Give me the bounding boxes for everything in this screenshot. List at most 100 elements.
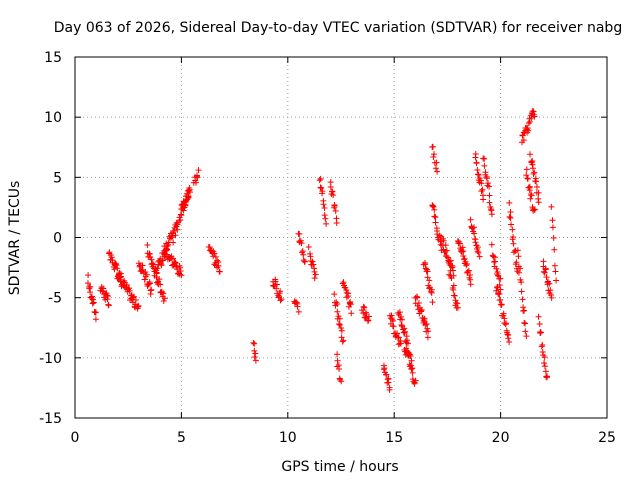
data-point xyxy=(211,250,218,257)
data-point xyxy=(252,357,259,364)
data-point xyxy=(409,369,416,376)
data-point xyxy=(338,378,345,385)
data-point xyxy=(535,313,542,320)
data-point xyxy=(449,263,456,270)
data-point xyxy=(174,226,181,233)
data-point xyxy=(311,268,318,275)
data-point xyxy=(426,277,433,284)
data-point xyxy=(334,357,341,364)
data-point xyxy=(381,365,388,372)
data-point xyxy=(298,240,305,247)
data-point xyxy=(506,199,513,206)
data-point xyxy=(212,253,219,260)
data-point xyxy=(526,183,533,190)
data-point xyxy=(454,300,461,307)
data-point xyxy=(481,155,488,162)
data-point xyxy=(526,118,533,125)
x-tick-label: 20 xyxy=(492,430,510,446)
data-point xyxy=(334,308,341,315)
data-point xyxy=(146,280,153,287)
data-point xyxy=(550,234,557,241)
data-point xyxy=(518,279,525,286)
data-point xyxy=(300,251,307,258)
data-point xyxy=(464,268,471,275)
data-point xyxy=(450,286,457,293)
data-point xyxy=(251,340,258,347)
data-point xyxy=(465,267,472,274)
data-point xyxy=(299,248,306,255)
data-point xyxy=(365,313,372,320)
data-point xyxy=(215,262,222,269)
data-point xyxy=(495,290,502,297)
data-point xyxy=(494,283,501,290)
data-point xyxy=(430,151,437,158)
data-point xyxy=(542,368,549,375)
data-point xyxy=(507,208,514,215)
data-point xyxy=(514,268,521,275)
data-point xyxy=(305,244,312,251)
data-point xyxy=(398,316,405,323)
data-point xyxy=(430,203,437,210)
data-point xyxy=(428,289,435,296)
data-point xyxy=(90,299,97,306)
data-point xyxy=(475,171,482,178)
data-point xyxy=(330,192,337,199)
x-tick-label: 25 xyxy=(598,430,616,446)
data-point xyxy=(443,253,450,260)
data-point xyxy=(360,303,367,310)
data-point xyxy=(401,329,408,336)
data-point xyxy=(331,291,338,298)
data-points xyxy=(84,108,560,393)
data-point xyxy=(296,231,303,238)
data-point xyxy=(195,167,202,174)
data-point xyxy=(323,220,330,227)
data-point xyxy=(147,254,154,261)
data-point xyxy=(114,265,121,272)
data-point xyxy=(273,281,280,288)
data-point xyxy=(168,234,175,241)
data-point xyxy=(553,277,560,284)
data-point xyxy=(404,337,411,344)
data-point xyxy=(186,186,193,193)
data-point xyxy=(492,258,499,265)
data-point xyxy=(452,297,459,304)
data-point xyxy=(334,351,341,358)
data-point xyxy=(390,323,397,330)
data-point xyxy=(317,184,324,191)
data-point xyxy=(496,290,503,297)
data-point xyxy=(332,208,339,215)
data-point xyxy=(538,343,545,350)
data-point xyxy=(98,283,105,290)
data-point xyxy=(108,254,115,261)
data-point xyxy=(157,281,164,288)
data-point xyxy=(329,188,336,195)
data-point xyxy=(161,295,168,302)
data-point xyxy=(497,296,504,303)
data-point xyxy=(250,339,257,346)
data-point xyxy=(386,384,393,391)
data-point xyxy=(467,276,474,283)
data-point xyxy=(535,199,542,206)
data-point xyxy=(130,293,137,300)
data-point xyxy=(336,321,343,328)
data-point xyxy=(154,265,161,272)
data-point xyxy=(126,285,133,292)
data-point xyxy=(87,283,94,290)
data-point xyxy=(531,206,538,213)
data-point xyxy=(422,321,429,328)
data-point xyxy=(310,261,317,268)
data-point xyxy=(471,230,478,237)
data-point xyxy=(549,224,556,231)
data-point xyxy=(336,366,343,373)
data-point xyxy=(100,285,107,292)
y-tick-label: 10 xyxy=(44,110,62,126)
data-point xyxy=(498,301,505,308)
data-point xyxy=(472,239,479,246)
data-point xyxy=(252,350,259,357)
data-point xyxy=(312,271,319,278)
data-point xyxy=(309,258,316,265)
data-point xyxy=(398,321,405,328)
data-point xyxy=(521,319,528,326)
data-point xyxy=(430,154,437,161)
data-point xyxy=(515,253,522,260)
